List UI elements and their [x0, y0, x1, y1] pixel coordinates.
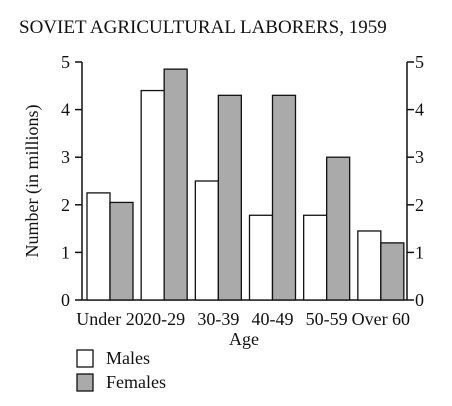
- x-tick-label: 40-49: [252, 309, 294, 329]
- legend-swatch-females: [76, 373, 94, 392]
- y-tick-label-left: 4: [61, 100, 70, 120]
- bar-females-4: [271, 94, 297, 301]
- bar-males-1: [86, 192, 111, 301]
- chart-title: SOVIET AGRICULTURAL LABORERS, 1959: [19, 17, 387, 38]
- x-tick-label: 20-29: [143, 309, 185, 329]
- y-tick-label-left: 0: [61, 290, 70, 310]
- bar-males-4: [248, 214, 274, 301]
- bar-females-5: [326, 156, 351, 301]
- y-tick-label-right: 5: [415, 52, 424, 72]
- x-tick-label: Under 20: [76, 309, 143, 329]
- bar-females-6: [380, 242, 405, 301]
- x-axis-label: Age: [229, 329, 259, 349]
- legend-swatch-males: [76, 349, 94, 368]
- bar-males-6: [357, 230, 382, 301]
- y-tick-label-left: 3: [61, 147, 70, 167]
- bar-females-3: [217, 94, 242, 301]
- y-tick-label-right: 3: [415, 147, 424, 167]
- plot-area: 0 0 1 1 2 2 3 3 4 4 5 5 Under 20 20-29 30-39 40-49 50-59…: [61, 52, 424, 329]
- y-tick-label-left: 1: [61, 242, 70, 262]
- y-tick-label-right: 0: [415, 290, 424, 310]
- legend: Males Females: [76, 348, 166, 392]
- x-tick-label: 50-59: [306, 309, 348, 329]
- x-tick-label: Over 60: [352, 309, 410, 329]
- bar-males-3: [194, 180, 219, 301]
- bar-females-2: [163, 68, 188, 301]
- legend-label-males: Males: [106, 348, 150, 368]
- y-tick-label-right: 2: [415, 195, 424, 215]
- y-tick-label-left: 2: [61, 195, 70, 215]
- bar-males-5: [303, 214, 328, 301]
- y-axis-label: Number (in millions): [22, 105, 43, 258]
- legend-label-females: Females: [106, 372, 166, 392]
- y-tick-label-left: 5: [61, 52, 70, 72]
- bar-males-2: [140, 89, 165, 301]
- y-tick-label-right: 1: [415, 242, 424, 262]
- x-tick-label: 30-39: [197, 309, 239, 329]
- bar-females-1: [109, 201, 134, 301]
- y-tick-label-right: 4: [415, 100, 424, 120]
